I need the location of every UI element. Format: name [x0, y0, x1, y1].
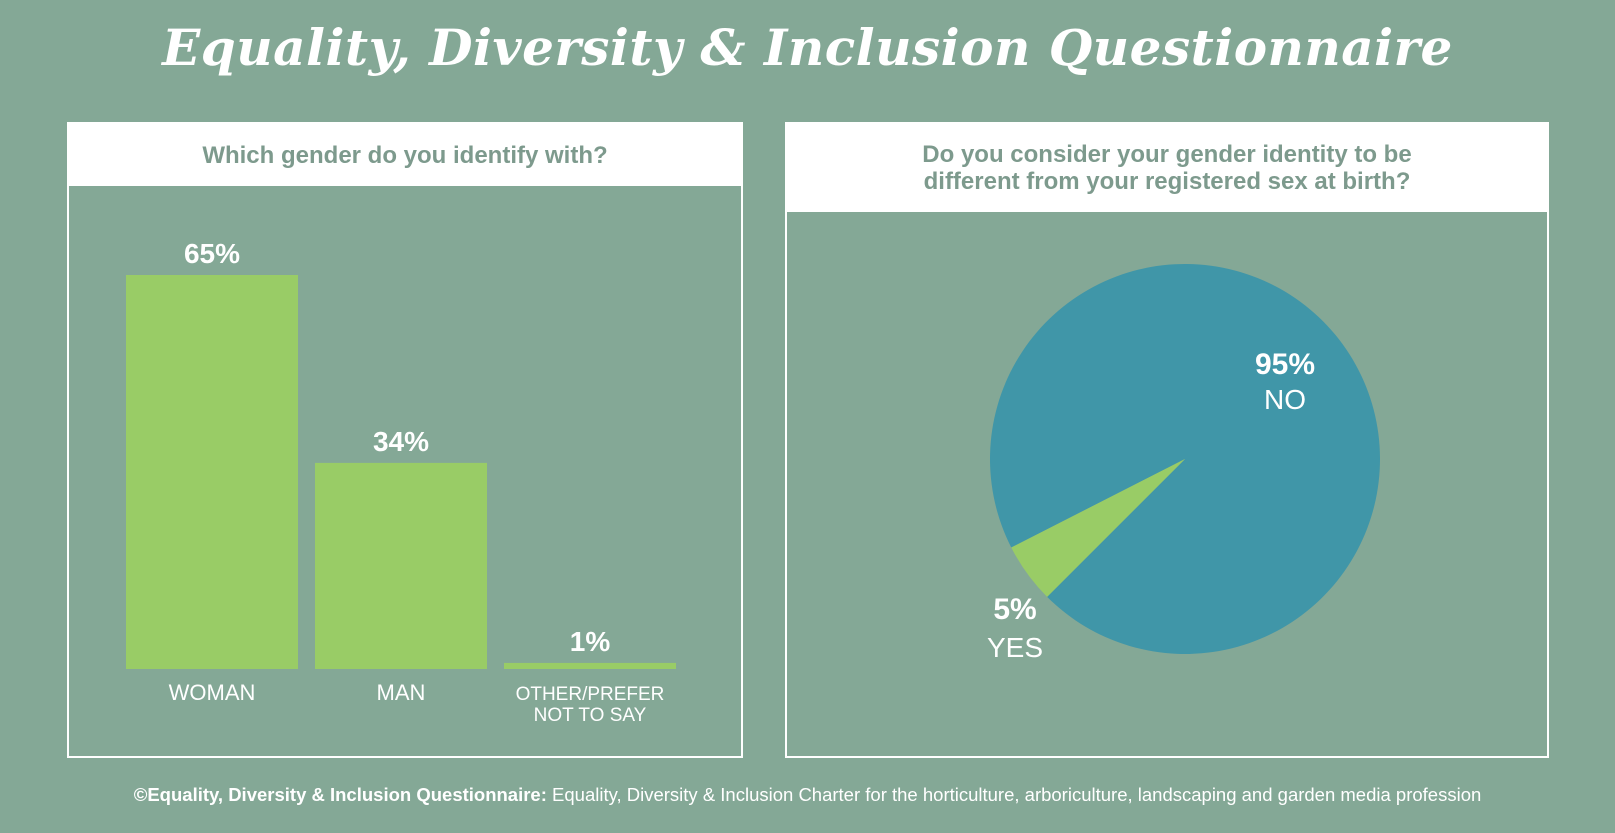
pie-slice-yes — [1011, 459, 1185, 597]
footer-credit-text: Equality, Diversity & Inclusion Charter … — [546, 784, 1482, 805]
bar-2 — [504, 662, 676, 669]
bar-chart-title: Which gender do you identify with? — [69, 124, 741, 186]
pie-slice-no — [990, 264, 1381, 655]
page-title: Equality, Diversity & Inclusion Question… — [162, 18, 1453, 77]
pie-value-label-yes: 5% — [993, 593, 1036, 626]
pie-chart: 95%NO 5% YES — [987, 264, 1381, 663]
bar-category-label-1: MAN — [377, 680, 426, 705]
bar-value-label-1: 34% — [373, 426, 429, 457]
bar-value-label-2: 1% — [570, 626, 611, 657]
bar-0 — [126, 275, 298, 669]
footer-credit: ©Equality, Diversity & Inclusion Questio… — [0, 784, 1615, 806]
bar-category-label-0: WOMAN — [169, 680, 256, 705]
footer-credit-bold: ©Equality, Diversity & Inclusion Questio… — [133, 784, 547, 805]
bar-chart-panel: Which gender do you identify with? 65% WO… — [67, 122, 743, 758]
pie-category-label-no: NO — [1264, 384, 1306, 415]
pie-chart-title: Do you consider your gender identity to … — [787, 124, 1547, 212]
pie-category-label-yes: YES — [987, 632, 1043, 663]
pie-value-label-no: 95% — [1255, 348, 1315, 381]
pie-chart-panel: Do you consider your gender identity to … — [785, 122, 1549, 758]
bar-chart: 65% WOMAN 34% MAN 1% OTHER/PREFER NOT TO SAY — [126, 238, 676, 726]
bar-1 — [315, 462, 487, 669]
bar-value-label-0: 65% — [184, 238, 240, 269]
bar-category-label-2: OTHER/PREFER NOT TO SAY — [516, 684, 665, 726]
